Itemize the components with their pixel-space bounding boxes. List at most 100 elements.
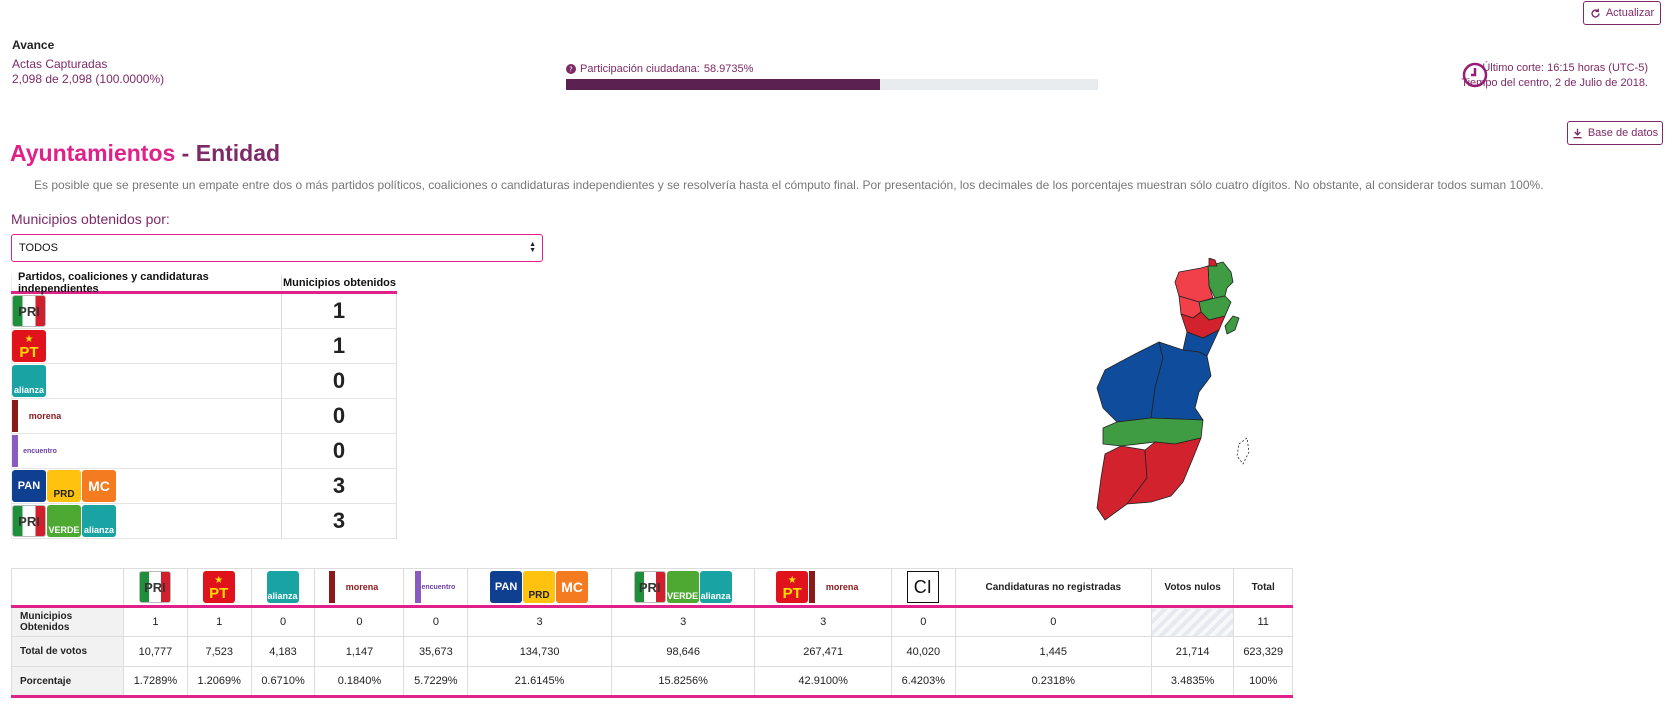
morena-logo-text: morena: [825, 582, 859, 592]
summary-col-header: PRI: [123, 568, 188, 607]
summary-cell: 3: [754, 606, 892, 637]
pt-logo-icon: ★ PT: [202, 571, 235, 603]
party-table-header: Partidos, coaliciones y candidaturas ind…: [11, 271, 397, 295]
summary-cell: 0.1840%: [314, 666, 405, 697]
summary-cell: 98,646: [610, 636, 756, 667]
party-municipios-value: 0: [281, 364, 397, 398]
page-title-main: Ayuntamientos: [10, 140, 176, 166]
summary-row-label: Total de votos: [11, 636, 124, 667]
map-municipio-felipe-carrillo-puerto[interactable]: [1150, 341, 1212, 421]
participacion: ? Participación ciudadana: 58.9735%: [566, 63, 753, 75]
summary-cell: 0: [250, 606, 316, 637]
party-logos: PRI: [11, 294, 281, 328]
summary-cell: 623,329: [1233, 636, 1293, 667]
map-municipio-north-red[interactable]: [1174, 265, 1214, 303]
pana-logo-text: alianza: [83, 525, 114, 535]
prd-logo-text: PRD: [53, 489, 75, 500]
svg-text:?: ?: [569, 66, 573, 74]
municipios-select-value: TODOS: [19, 242, 58, 254]
party-table-row: ★ PT 1: [11, 329, 397, 364]
summary-cell: 1.2069%: [186, 666, 252, 697]
page-title: Ayuntamientos - Entidad: [10, 140, 280, 167]
corte-date: Tiempo del centro, 2 de Julio de 2018.: [1461, 77, 1648, 89]
summary-col-header: encuentro: [403, 568, 469, 607]
summary-col-header: Total: [1233, 568, 1293, 607]
pan-logo-icon: PAN: [12, 470, 46, 502]
party-table-row: PRI 1: [11, 294, 397, 329]
pt-logo-text: PT: [782, 585, 802, 602]
participacion-label: Participación ciudadana:: [580, 63, 700, 75]
state-map: [1096, 258, 1250, 521]
party-logos: PRI VERDE alianza: [11, 504, 281, 538]
summary-cell: 21.6145%: [467, 666, 612, 697]
pana-logo-icon: alianza: [266, 571, 299, 603]
summary-cell: 15.8256%: [610, 666, 756, 697]
summary-cell: 3.4835%: [1150, 666, 1235, 697]
summary-table: PRI ★ PT alianza morena encuentro PAN PRD MC PRI V…: [11, 568, 1293, 698]
summary-col-header: Candidaturas no registradas: [954, 568, 1152, 607]
summary-cell: 35,673: [403, 636, 469, 667]
pes-logo-text: encuentro: [421, 583, 456, 591]
refresh-button[interactable]: Actualizar: [1583, 1, 1661, 25]
refresh-icon: [1591, 8, 1600, 18]
map-municipio-othon-p-blanco[interactable]: [1126, 437, 1202, 505]
party-logos: alianza: [11, 364, 281, 398]
map-municipio-lazaro-cardenas[interactable]: [1207, 261, 1234, 299]
pri-logo-icon: PRI: [12, 505, 46, 537]
morena-logo-text: morena: [28, 411, 62, 421]
pt-logo-text: PT: [19, 344, 39, 361]
summary-cell: 0: [314, 606, 405, 637]
summary-cell: 0: [890, 606, 956, 637]
pana-logo-text: alianza: [267, 591, 298, 601]
summary-col-label: Votos nulos: [1164, 581, 1221, 593]
prd-logo-icon: PRD: [47, 470, 81, 502]
summary-cell: [1150, 606, 1235, 637]
verde-logo-icon: VERDE: [47, 505, 81, 537]
database-label: Base de datos: [1587, 127, 1659, 139]
pt-logo-icon: ★ PT: [12, 330, 46, 362]
party-municipios-value: 1: [281, 329, 397, 363]
prd-logo-text: PRD: [528, 590, 550, 601]
summary-col-label: Candidaturas no registradas: [985, 581, 1122, 593]
summary-cell: 0: [954, 606, 1152, 637]
summary-cell: 21,714: [1150, 636, 1235, 667]
pes-logo-text: encuentro: [23, 447, 57, 455]
party-logos: ★ PT: [11, 329, 281, 363]
party-table-row: alianza 0: [11, 364, 397, 399]
select-arrows-icon: ▲ ▼: [529, 241, 536, 254]
summary-row: Total de votos 10,777 7,523 4,183 1,147 35,67…: [11, 636, 1293, 667]
municipios-select[interactable]: TODOS ▲ ▼: [11, 234, 543, 262]
summary-col-header: Votos nulos: [1150, 568, 1235, 607]
summary-col-logos: ★ PT: [188, 571, 251, 603]
morena-logo-icon: morena: [12, 400, 72, 432]
party-logos: morena: [11, 399, 281, 433]
database-button[interactable]: Base de datos: [1567, 121, 1663, 145]
summary-col-header: CI: [890, 568, 956, 607]
summary-cell: 11: [1233, 606, 1293, 637]
mc-logo-text: MC: [561, 579, 583, 595]
summary-row: Municipios Obtenidos 1 1 0 0 0 3 3 3 0 0 11: [11, 606, 1293, 637]
mc-logo-text: MC: [88, 478, 110, 494]
verde-logo-text: VERDE: [48, 525, 80, 535]
summary-cell: 134,730: [467, 636, 612, 667]
map-municipio-othon-p-blanco-west[interactable]: [1096, 445, 1148, 521]
actas-value: 2,098 de 2,098 (100.0000%): [12, 72, 165, 86]
mc-logo-icon: MC: [556, 571, 589, 603]
map-municipio-isla-mujeres[interactable]: [1208, 258, 1218, 267]
map-municipio-cozumel[interactable]: [1224, 315, 1240, 335]
summary-cell: 1: [186, 606, 252, 637]
party-municipios-value: 1: [281, 294, 397, 328]
summary-cell: 1,445: [954, 636, 1152, 667]
pana-logo-text: alianza: [13, 385, 44, 395]
summary-col-logos: alianza: [252, 571, 315, 603]
morena-logo-icon: morena: [809, 571, 870, 603]
summary-cell: 3: [467, 606, 612, 637]
question-circle-icon[interactable]: ?: [566, 64, 576, 74]
pana-logo-text: alianza: [700, 591, 731, 601]
participation-progress-fill: [566, 79, 880, 90]
summary-row-label: Porcentaje: [11, 666, 124, 697]
party-table-col-parties: Partidos, coaliciones y candidaturas ind…: [11, 271, 281, 295]
mc-logo-icon: MC: [82, 470, 116, 502]
summary-col-logos: PRI VERDE alianza: [612, 571, 755, 603]
pri-logo-text: PRI: [144, 579, 166, 595]
